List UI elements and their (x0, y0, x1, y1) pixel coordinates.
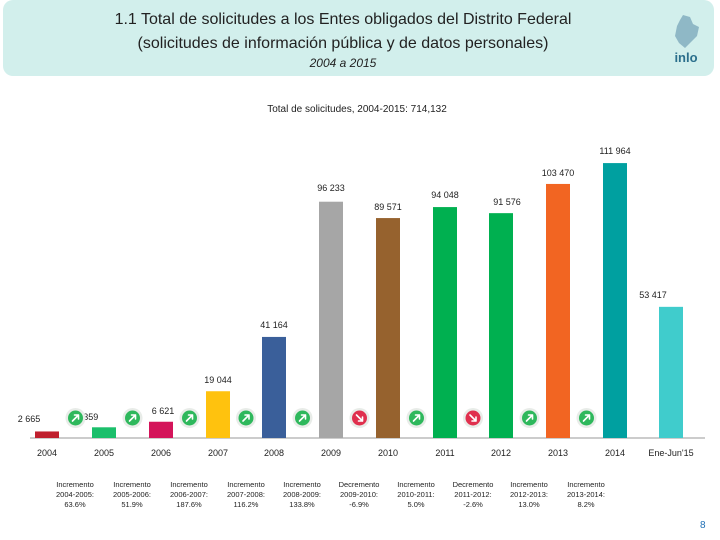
logo-map-icon (675, 15, 699, 48)
value-label: 19 044 (204, 375, 232, 385)
chart-title: Total de solicitudes, 2004-2015: 714,132 (267, 104, 447, 115)
page-number: 8 (700, 520, 706, 531)
x-tick-label: 2011 (435, 448, 454, 458)
value-label: 4 359 (76, 412, 99, 422)
x-tick-label: 2013 (548, 448, 568, 458)
x-tick-label: 2007 (208, 448, 228, 458)
bar-Ene-Jun'15 (659, 306, 683, 438)
change-label: Decremento 2009-2010: -6.9% (339, 480, 380, 509)
infodf-logo: inlo (663, 12, 709, 72)
value-label: 6 621 (152, 406, 175, 416)
value-label: 91 576 (493, 197, 521, 207)
x-tick-label: 2008 (264, 448, 284, 458)
value-label: 41 164 (260, 320, 288, 330)
bar-2014 (603, 163, 627, 439)
bar-2005 (92, 427, 116, 438)
x-tick-label: 2004 (37, 448, 57, 458)
increase-arrow-icon (179, 408, 200, 428)
value-label: 111 964 (599, 146, 630, 156)
x-tick-label: 2006 (151, 448, 171, 458)
x-tick-label: 2009 (321, 448, 341, 458)
increase-arrow-icon (65, 408, 86, 428)
change-label: Incremento 2010-2011: 5.0% (397, 480, 435, 509)
change-label: Incremento 2006-2007: 187.6% (170, 480, 208, 509)
bar-2009 (319, 201, 343, 438)
x-tick-label: Ene-Jun'15 (648, 448, 693, 458)
bar-2010 (376, 218, 400, 438)
change-label: Incremento 2004-2005: 63.6% (56, 480, 94, 509)
increase-arrow-icon (576, 408, 597, 428)
x-tick-label: 2014 (605, 448, 625, 458)
value-label: 2 665 (18, 414, 41, 424)
increase-arrow-icon (292, 408, 313, 428)
bar-2008 (262, 336, 286, 438)
bar-2012 (489, 213, 513, 438)
increase-arrow-icon (236, 408, 256, 428)
change-label: Decremento 2011-2012: -2.6% (453, 480, 494, 509)
logo-text: inlo (674, 50, 698, 65)
x-tick-label: 2012 (491, 448, 511, 458)
header-banner: 1.1 Total de solicitudes a los Entes obl… (3, 0, 714, 76)
value-label: 53 417 (639, 290, 667, 300)
increase-arrow-icon (519, 408, 540, 428)
bar-2013 (546, 183, 570, 438)
bar-2011 (433, 207, 457, 438)
x-tick-label: 2010 (378, 448, 398, 458)
value-label: 96 233 (317, 183, 345, 193)
page-title-line2: (solicitudes de información pública y de… (137, 35, 549, 52)
change-label: Incremento 2013-2014: 8.2% (567, 480, 605, 509)
value-label: 94 048 (431, 190, 459, 200)
increase-arrow-icon (122, 408, 143, 428)
change-label: Incremento 2012-2013: 13.0% (510, 480, 548, 509)
value-label: 103 470 (542, 168, 575, 178)
change-label: Incremento 2008-2009: 133.8% (283, 480, 321, 509)
page-subtitle: 2004 a 2015 (309, 56, 377, 70)
decrease-arrow-icon (463, 408, 483, 428)
x-tick-label: 2005 (94, 448, 114, 458)
decrease-arrow-icon (349, 408, 370, 428)
bar-2004 (35, 431, 59, 438)
page-title-line1: 1.1 Total de solicitudes a los Entes obl… (114, 11, 572, 28)
bar-2006 (149, 421, 173, 438)
value-label: 89 571 (374, 202, 402, 212)
change-label: Incremento 2005-2006: 51.9% (113, 480, 151, 509)
bar-2007 (206, 391, 230, 438)
change-label: Incremento 2007-2008: 116.2% (227, 480, 265, 509)
increase-arrow-icon (406, 408, 427, 428)
